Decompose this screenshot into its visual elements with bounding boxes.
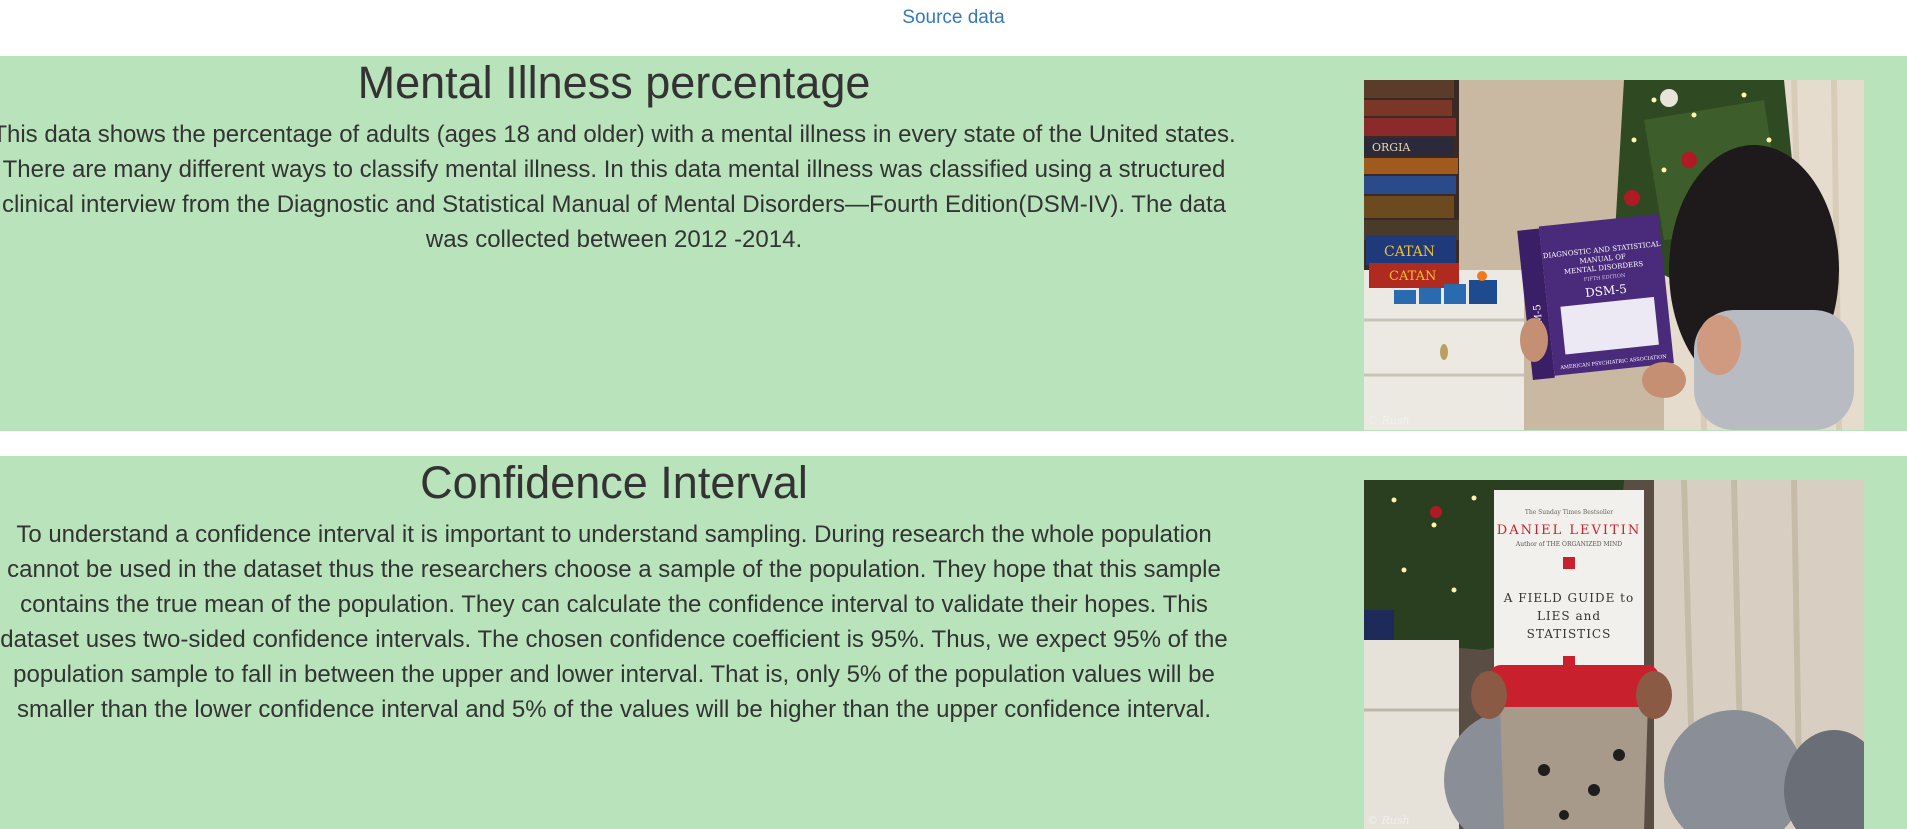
- section-mental-illness: Mental Illness percentage This data show…: [0, 56, 1907, 431]
- book-tagline: The Sunday Times Bestseller: [1525, 509, 1613, 516]
- book-edition: FIFTH EDITION: [1584, 273, 1627, 283]
- section-text: Confidence Interval To understand a conf…: [0, 456, 1248, 727]
- photo-dsm-illustration: ORGIA CATAN CATAN: [1364, 80, 1864, 430]
- book-subline: Author of THE ORGANIZED MIND: [1515, 541, 1622, 548]
- source-bar: Source data: [0, 0, 1907, 56]
- book-title-line: STATISTICS: [1527, 627, 1612, 641]
- shelf-label: CATAN: [1384, 244, 1435, 260]
- book-author: DANIEL LEVITIN: [1497, 523, 1641, 538]
- section-title: Confidence Interval: [420, 457, 808, 508]
- section-title: Mental Illness percentage: [357, 57, 871, 108]
- shelf-label: ORGIA: [1372, 141, 1411, 154]
- section-body: To understand a confidence interval it i…: [0, 521, 1228, 723]
- book-title-line: A FIELD GUIDE to: [1503, 591, 1634, 605]
- photo-statistics-book: The Sunday Times Bestseller DANIEL LEVIT…: [1364, 480, 1864, 829]
- shelf-label: CATAN: [1389, 269, 1436, 284]
- photo-statistics-illustration: The Sunday Times Bestseller DANIEL LEVIT…: [1364, 480, 1864, 829]
- section-text: Mental Illness percentage This data show…: [0, 56, 1248, 257]
- source-data-link[interactable]: Source data: [902, 7, 1005, 28]
- book-title-line: LIES and: [1537, 609, 1601, 623]
- section-body: This data shows the percentage of adults…: [0, 121, 1236, 253]
- photo-dsm-book: ORGIA CATAN CATAN: [1364, 80, 1864, 430]
- section-confidence-interval: Confidence Interval To understand a conf…: [0, 456, 1907, 829]
- photo-credit: © Rush: [1367, 414, 1410, 427]
- photo-credit: © Rush: [1367, 814, 1410, 827]
- book-title: DSM-5: [1584, 282, 1627, 300]
